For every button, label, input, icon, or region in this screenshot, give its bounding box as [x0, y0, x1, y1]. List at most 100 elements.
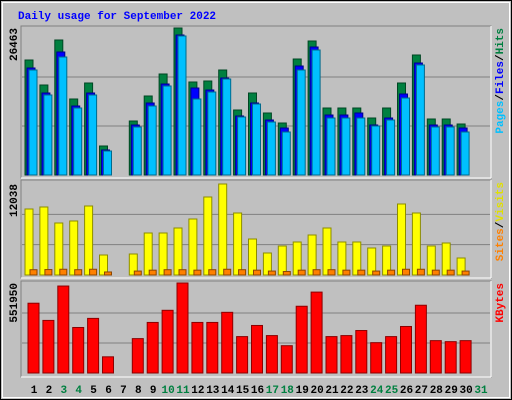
- bar: [163, 269, 172, 276]
- bar: [312, 269, 321, 276]
- x-tick-label: 23: [355, 385, 369, 397]
- bar: [191, 321, 204, 374]
- x-tick-label: 6: [105, 385, 112, 397]
- bar: [397, 203, 406, 276]
- bar: [295, 305, 308, 374]
- x-tick-label: 28: [430, 385, 444, 397]
- bar: [327, 269, 336, 276]
- bar: [400, 325, 412, 374]
- bar: [386, 119, 396, 176]
- bar: [89, 268, 98, 276]
- bar: [177, 35, 187, 176]
- bar: [223, 268, 232, 276]
- bar: [277, 245, 287, 276]
- bar: [429, 340, 442, 374]
- x-tick-label: 5: [90, 385, 97, 397]
- bar: [72, 326, 85, 374]
- x-tick-label: 30: [459, 385, 472, 397]
- bar: [158, 232, 168, 276]
- bar: [341, 117, 351, 176]
- bar: [132, 126, 142, 176]
- x-tick-label: 16: [251, 385, 264, 397]
- bar: [24, 208, 34, 276]
- bar: [59, 268, 68, 276]
- bar: [402, 268, 410, 276]
- bar: [280, 345, 293, 374]
- bar: [416, 268, 425, 276]
- legend: Pages/Files/Hits: [495, 28, 507, 134]
- bar: [44, 269, 53, 276]
- bar: [456, 257, 466, 276]
- bar: [99, 254, 108, 276]
- x-tick-label: 2: [46, 385, 53, 397]
- x-tick-label: 10: [161, 385, 174, 397]
- bar: [104, 271, 112, 276]
- bar: [188, 218, 198, 276]
- bar: [415, 64, 425, 176]
- bar: [143, 232, 153, 276]
- bar: [461, 270, 470, 276]
- bar: [233, 212, 243, 276]
- bar: [207, 91, 217, 176]
- bar: [178, 269, 187, 276]
- x-tick-label: 13: [206, 385, 220, 397]
- x-tick-label: 21: [325, 385, 339, 397]
- bar: [251, 324, 263, 374]
- x-tick-label: 29: [445, 385, 458, 397]
- x-tick-label: 24: [370, 385, 384, 397]
- x-tick-label: 17: [266, 385, 279, 397]
- bar: [267, 270, 276, 276]
- bar: [222, 78, 232, 176]
- bar: [282, 271, 291, 276]
- bar: [265, 335, 278, 374]
- bar: [401, 97, 410, 176]
- bar: [206, 321, 219, 374]
- bar: [311, 49, 321, 176]
- legend-entry: Hits: [495, 28, 507, 54]
- bar: [252, 103, 261, 176]
- bar: [103, 150, 112, 176]
- bar: [42, 319, 55, 374]
- bar: [446, 269, 455, 276]
- x-tick-label: 26: [400, 385, 413, 397]
- y-tick-label: 12038: [9, 184, 21, 217]
- x-tick-label: 14: [221, 385, 235, 397]
- x-tick-label: 25: [385, 385, 399, 397]
- bar: [262, 252, 272, 276]
- bar: [296, 69, 306, 176]
- chart-title: Daily usage for September 2022: [18, 11, 216, 23]
- bar: [203, 196, 213, 276]
- bar: [27, 302, 40, 374]
- bar: [322, 227, 332, 276]
- bar: [29, 269, 38, 276]
- x-tick-label: 20: [310, 385, 323, 397]
- bar: [87, 317, 100, 374]
- bar: [253, 269, 261, 276]
- bar: [414, 304, 427, 374]
- bar: [238, 269, 247, 276]
- x-tick-label: 8: [135, 385, 142, 397]
- bar: [307, 234, 317, 276]
- bar: [382, 245, 392, 276]
- bar: [445, 126, 455, 176]
- bar: [162, 85, 172, 176]
- y-tick-label: 26463: [9, 28, 21, 61]
- bar: [352, 241, 362, 276]
- x-tick-label: 31: [474, 385, 488, 397]
- bar: [460, 131, 470, 176]
- x-tick-label: 9: [150, 385, 157, 397]
- bar: [133, 270, 142, 276]
- bar: [444, 341, 457, 374]
- bar: [326, 117, 336, 176]
- bar: [221, 311, 234, 374]
- x-tick-label: 7: [120, 385, 127, 397]
- bar: [192, 98, 202, 176]
- x-tick-label: 1: [31, 385, 38, 397]
- bar: [281, 131, 291, 176]
- bar: [148, 269, 157, 276]
- x-tick-label: 19: [296, 385, 309, 397]
- bar: [337, 241, 347, 276]
- bar: [193, 269, 202, 276]
